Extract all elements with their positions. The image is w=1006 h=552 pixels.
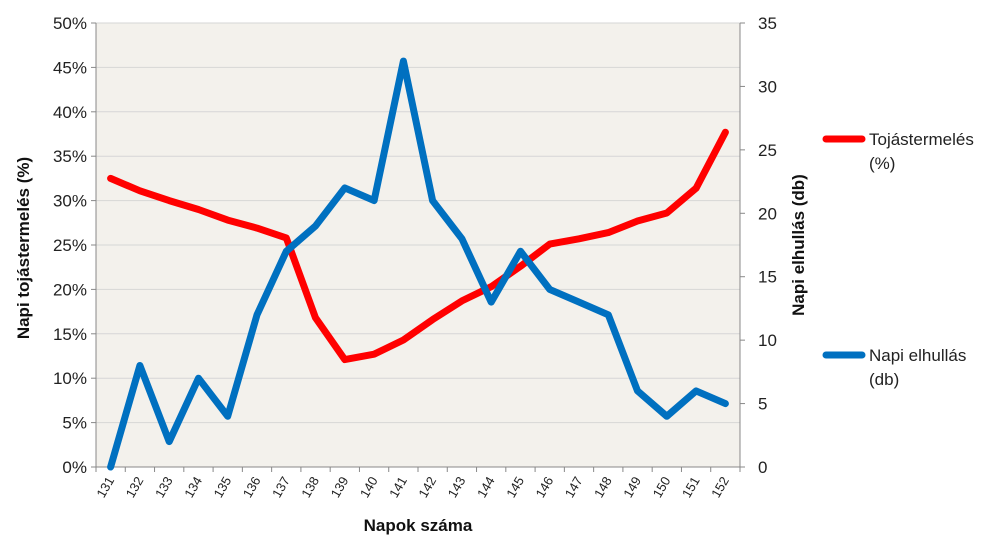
- x-tick-label: 138: [298, 474, 322, 500]
- legend-label: Napi elhullás: [869, 346, 966, 365]
- x-axis-title: Napok száma: [364, 516, 473, 535]
- left-tick-label: 25%: [53, 236, 87, 255]
- right-axis-title: Napi elhullás (db): [789, 174, 808, 316]
- series-line-1: [107, 128, 729, 364]
- x-tick-label: 137: [269, 474, 293, 500]
- right-tick-label: 15: [758, 268, 777, 287]
- left-tick-label: 5%: [62, 414, 87, 433]
- x-tick-label: 148: [591, 474, 615, 500]
- left-tick-label: 45%: [53, 58, 87, 77]
- legend: Tojástermelés (%) Napi elhullás (db): [822, 130, 974, 389]
- left-tick-label: 0%: [62, 458, 87, 477]
- left-tick-label: 20%: [53, 280, 87, 299]
- x-tick-label: 140: [357, 474, 381, 500]
- gridlines: [96, 22, 740, 468]
- x-tick-label: 152: [708, 474, 732, 500]
- x-tick-label: 136: [240, 474, 264, 500]
- right-tick-label: 30: [758, 77, 777, 96]
- left-tick-label: 15%: [53, 325, 87, 344]
- x-tick-label: 134: [181, 474, 205, 500]
- x-tick-label: 147: [562, 474, 586, 500]
- right-tick-label: 35: [758, 14, 777, 33]
- left-tick-label: 40%: [53, 103, 87, 122]
- x-tick-label: 141: [386, 474, 410, 500]
- x-tick-label: 142: [415, 474, 439, 500]
- right-tick-label: 10: [758, 331, 777, 350]
- legend-label: Tojástermelés: [869, 130, 974, 149]
- x-tick-label: 146: [532, 474, 556, 500]
- left-axis-ticks: 0% 5% 10% 15% 20% 25% 30% 35% 40% 45% 50%: [53, 14, 96, 477]
- right-tick-label: 25: [758, 141, 777, 160]
- x-tick-label: 143: [445, 474, 469, 500]
- x-tick-label: 149: [620, 474, 644, 500]
- x-tick-label: 144: [474, 474, 498, 500]
- series-lines: [107, 57, 729, 471]
- left-tick-label: 10%: [53, 369, 87, 388]
- x-tick-label: 151: [679, 474, 703, 500]
- legend-label: (db): [869, 370, 899, 389]
- right-tick-label: 20: [758, 204, 777, 223]
- right-tick-label: 0: [758, 458, 767, 477]
- series-line-2: [107, 57, 729, 471]
- x-tick-label: 132: [123, 474, 147, 500]
- right-axis-ticks: 0 5 10 15 20 25 30 35: [740, 14, 777, 477]
- x-tick-label: 145: [503, 474, 527, 500]
- left-tick-label: 30%: [53, 192, 87, 211]
- legend-label: (%): [869, 154, 895, 173]
- x-tick-label: 150: [650, 474, 674, 500]
- x-tick-label: 139: [328, 474, 352, 500]
- x-tick-label: 135: [210, 474, 234, 500]
- x-tick-label: 131: [93, 474, 117, 500]
- x-axis-ticks: 131 132 133 134 135 136 137 138 139 140 141 142 143 1…: [93, 467, 741, 500]
- right-tick-label: 5: [758, 395, 767, 414]
- left-axis-title: Napi tojástermelés (%): [14, 157, 33, 339]
- x-tick-label: 133: [152, 474, 176, 500]
- left-tick-label: 50%: [53, 14, 87, 33]
- left-tick-label: 35%: [53, 147, 87, 166]
